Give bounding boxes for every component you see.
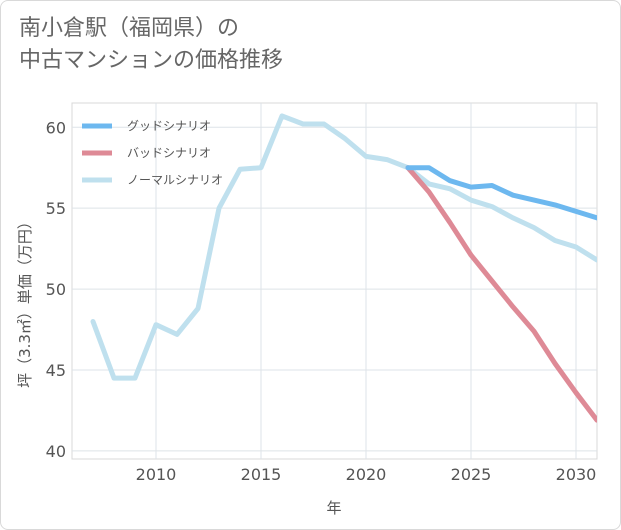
plot-area-background (71, 102, 598, 460)
chart-title-line-2: 中古マンションの価格推移 (19, 48, 284, 73)
y-axis-label: 坪（3.3㎡）単価（万円） (16, 214, 34, 388)
chart-title: 南小倉駅（福岡県）の 中古マンションの価格推移 (19, 13, 599, 77)
y-tick-label: 55 (46, 199, 66, 218)
x-tick-label: 2025 (451, 465, 492, 484)
y-tick-label: 60 (46, 118, 66, 137)
legend-label-0: グッドシナリオ (127, 119, 211, 133)
x-axis-label: 年 (326, 499, 341, 517)
x-tick-label: 2010 (136, 465, 177, 484)
x-tick-label: 2030 (556, 465, 597, 484)
series-line-2 (90, 113, 597, 381)
series-line-0 (405, 165, 597, 221)
grid-lines (72, 103, 597, 459)
axis-ticks: 2010 2015 2020 2025 2030 40 45 50 55 60 (46, 118, 597, 484)
x-tick-label: 2015 (241, 465, 282, 484)
x-tick-label: 2020 (346, 465, 387, 484)
y-tick-label: 50 (46, 280, 66, 299)
legend-label-2: ノーマルシナリオ (127, 173, 223, 187)
series-lines (90, 113, 597, 423)
series-line-1 (405, 165, 597, 423)
y-tick-label: 40 (46, 442, 66, 461)
legend-label-1: バッドシナリオ (127, 146, 211, 160)
y-tick-label: 45 (46, 361, 66, 380)
chart-title-line-1: 南小倉駅（福岡県）の (19, 16, 240, 41)
